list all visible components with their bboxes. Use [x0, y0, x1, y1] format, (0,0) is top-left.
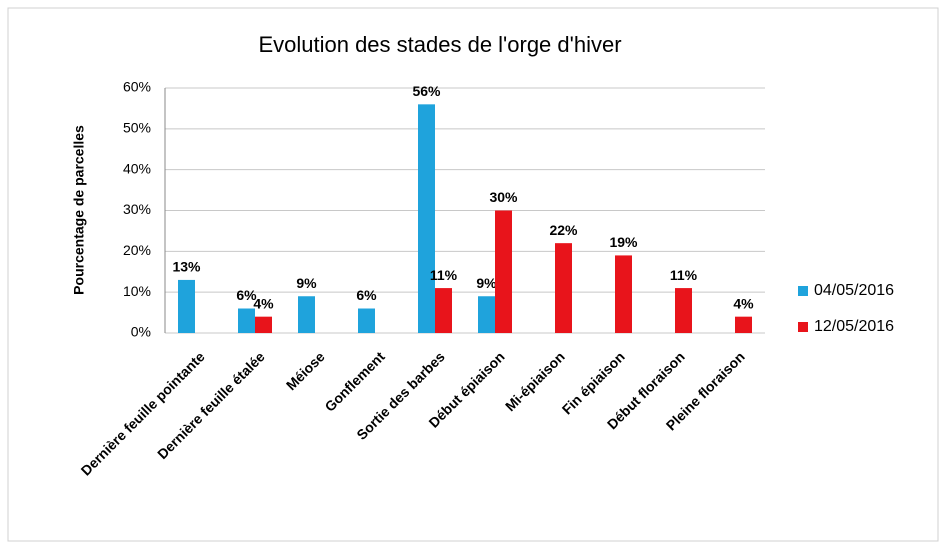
- data-label: 9%: [476, 275, 497, 291]
- legend-label: 12/05/2016: [814, 318, 894, 335]
- y-tick-label: 20%: [123, 242, 151, 258]
- data-label: 56%: [412, 83, 441, 99]
- data-label: 30%: [489, 189, 518, 205]
- y-tick-label: 10%: [123, 283, 151, 299]
- data-label: 6%: [236, 287, 257, 303]
- bar: [358, 308, 375, 333]
- bar: [238, 308, 255, 333]
- y-tick-label: 0%: [131, 324, 151, 340]
- bar: [478, 296, 495, 333]
- data-label: 6%: [356, 287, 377, 303]
- bar: [298, 296, 315, 333]
- bar: [615, 255, 632, 333]
- data-label: 19%: [609, 234, 638, 250]
- bar: [555, 243, 572, 333]
- data-label: 4%: [733, 295, 754, 311]
- bar: [435, 288, 452, 333]
- y-axis-title: Pourcentage de parcelles: [71, 125, 87, 295]
- y-tick-label: 50%: [123, 120, 151, 136]
- data-label: 11%: [430, 267, 458, 283]
- data-label: 9%: [296, 275, 317, 291]
- legend-swatch: [798, 286, 808, 296]
- y-tick-label: 60%: [123, 79, 151, 95]
- legend-label: 04/05/2016: [814, 282, 894, 299]
- bar: [495, 210, 512, 333]
- data-label: 13%: [172, 259, 201, 275]
- legend-swatch: [798, 322, 808, 332]
- chart-title: Evolution des stades de l'orge d'hiver: [258, 32, 621, 57]
- y-tick-label: 30%: [123, 201, 151, 217]
- data-label: 11%: [670, 267, 698, 283]
- bar: [255, 316, 272, 333]
- bar: [418, 104, 435, 333]
- bar: [735, 316, 752, 333]
- data-label: 22%: [549, 222, 578, 238]
- data-label: 4%: [253, 295, 274, 311]
- y-tick-label: 40%: [123, 160, 151, 176]
- bar: [178, 279, 195, 333]
- bar: [675, 288, 692, 333]
- frame: [7, 7, 939, 542]
